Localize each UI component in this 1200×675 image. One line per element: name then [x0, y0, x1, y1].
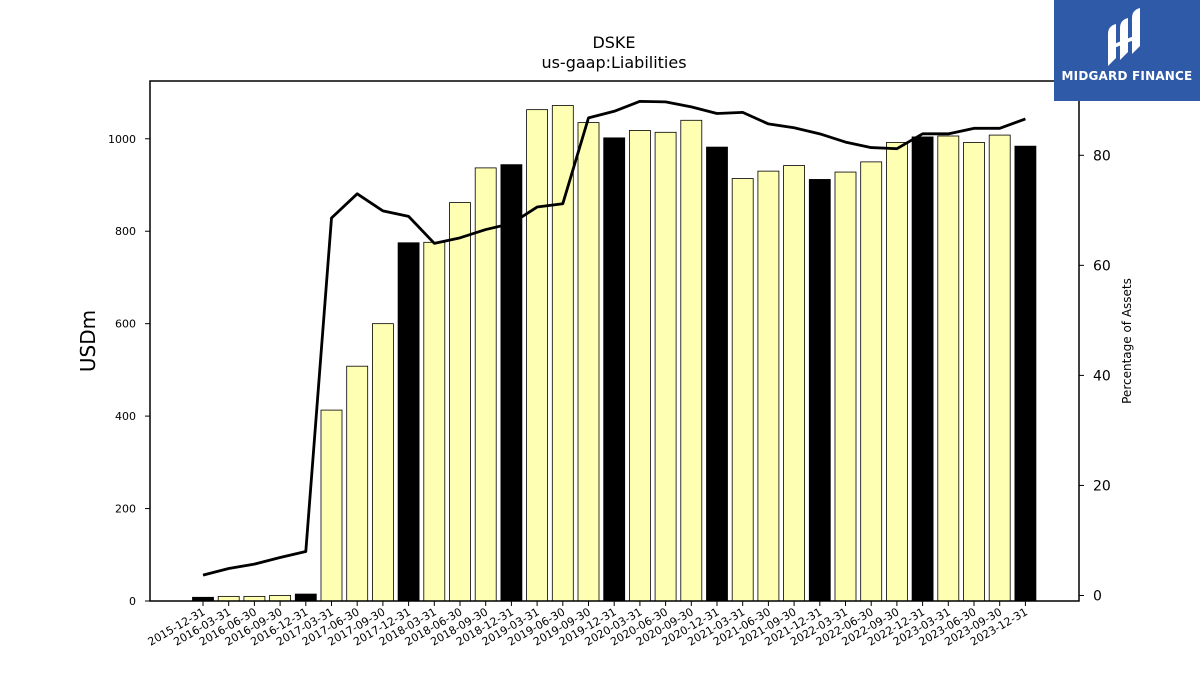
logo-mark-icon	[1108, 8, 1140, 66]
bar-2021-09-30	[783, 165, 805, 602]
bar-2018-12-31	[500, 164, 523, 602]
y-tick-label: 1000	[108, 133, 136, 146]
bar-2019-12-31	[603, 137, 626, 602]
y-tick-label: 800	[115, 225, 136, 238]
bar-2023-12-31	[1014, 145, 1037, 602]
bar-2022-06-30	[860, 161, 883, 602]
bar-2016-12-31	[294, 593, 317, 602]
bar-2021-03-31	[731, 178, 754, 602]
bar-2017-09-30	[371, 323, 394, 602]
y-axis-label: USDm	[76, 310, 100, 372]
bar-2022-03-31	[834, 171, 857, 602]
y2-tick-label: 60	[1093, 258, 1111, 274]
bar-2020-03-31	[629, 130, 651, 602]
brand-logo: MIDGARD FINANCE	[1054, 0, 1200, 101]
line-group	[202, 99, 1026, 577]
y-tick-label: 200	[115, 503, 136, 516]
bar-2020-06-30	[654, 131, 677, 602]
bar-2018-03-31	[423, 241, 446, 602]
y2-tick-label: 0	[1093, 588, 1102, 604]
bar-2022-09-30	[886, 142, 908, 602]
bars-group	[192, 105, 1037, 602]
bar-2021-12-31	[808, 179, 831, 602]
bar-2021-06-30	[757, 170, 780, 602]
chart-subtitle: us-gaap:Liabilities	[541, 53, 686, 72]
bar-2023-03-31	[937, 135, 960, 602]
bar-2017-06-30	[346, 365, 369, 602]
y2-tick-label: 80	[1093, 148, 1111, 164]
bar-2023-09-30	[988, 134, 1011, 602]
bar-2016-09-30	[269, 595, 292, 602]
y2-axis-label: Percentage of Assets	[1120, 278, 1134, 404]
y-tick-label: 400	[115, 410, 136, 423]
bar-2020-12-31	[706, 146, 728, 602]
bar-2017-12-31	[397, 242, 420, 602]
y2-tick-label: 40	[1093, 368, 1111, 384]
bar-2020-09-30	[680, 119, 703, 602]
bar-2019-09-30	[577, 122, 600, 602]
bar-2022-12-31	[911, 136, 934, 602]
chart-title: DSKE	[592, 33, 635, 52]
y-tick-label: 600	[115, 318, 136, 331]
y2-tick-label: 20	[1093, 478, 1111, 494]
bar-2019-03-31	[526, 109, 548, 602]
logo-text: MIDGARD FINANCE	[1061, 69, 1193, 83]
y-tick-label: 0	[129, 595, 136, 608]
bar-2017-03-31	[320, 409, 343, 602]
bar-2023-06-30	[963, 142, 985, 602]
bar-2018-06-30	[449, 202, 471, 602]
